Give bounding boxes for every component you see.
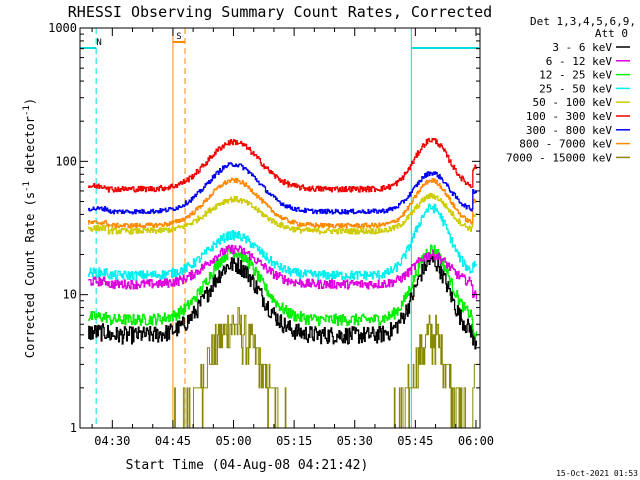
- x-axis-label: Start Time (04-Aug-08 04:21:42): [126, 458, 369, 473]
- x-tick-label: 05:45: [397, 434, 433, 448]
- legend-header: Att 0: [595, 27, 628, 40]
- legend-item: 7000 - 15000 keV: [506, 151, 630, 164]
- x-tick-label: 05:15: [276, 434, 312, 448]
- x-tick-label: 05:00: [215, 434, 251, 448]
- y-tick-label: 1: [70, 421, 77, 435]
- x-tick-label: 05:30: [337, 434, 373, 448]
- legend-label: 3 - 6 keV: [552, 41, 612, 54]
- legend-item: 12 - 25 keV: [539, 69, 630, 82]
- series-line-6: [88, 162, 478, 215]
- interval-marker: [410, 28, 480, 428]
- series-line-2: [88, 244, 478, 338]
- chart-title: RHESSI Observing Summary Count Rates, Co…: [68, 3, 492, 21]
- legend-label: 300 - 800 keV: [526, 124, 612, 137]
- legend-item: 6 - 12 keV: [546, 55, 630, 68]
- legend-label: 12 - 25 keV: [539, 69, 612, 82]
- legend-item: 25 - 50 keV: [539, 82, 630, 95]
- y-tick-label: 100: [55, 154, 77, 168]
- x-tick-label: 06:00: [458, 434, 494, 448]
- interval-label: N: [96, 38, 101, 48]
- axes-layer: 1 10 100 1000 04:30 04:45 05:00 05:15 05:30 05:45…: [48, 21, 494, 448]
- series-line-1: [88, 244, 478, 300]
- legend-item: 800 - 7000 keV: [519, 138, 630, 151]
- legend-item: 50 - 100 keV: [533, 96, 630, 109]
- plot-frame: [79, 27, 481, 429]
- series-line-3: [88, 203, 478, 281]
- legend-item: 100 - 300 keV: [526, 110, 630, 123]
- series-line-4: [88, 192, 478, 235]
- legend-label: 100 - 300 keV: [526, 110, 612, 123]
- series-line-0: [88, 254, 478, 350]
- interval-label: S: [176, 32, 181, 42]
- x-tick-label: 04:45: [155, 434, 191, 448]
- footer-timestamp: 15-Oct-2021 01:53: [556, 469, 638, 478]
- legend-item: 300 - 800 keV: [526, 124, 630, 137]
- plot-layer: NS: [80, 28, 480, 428]
- legend-item: 3 - 6 keV: [552, 41, 630, 54]
- legend-label: 800 - 7000 keV: [519, 138, 612, 151]
- legend-label: 50 - 100 keV: [533, 96, 613, 109]
- y-tick-label: 1000: [48, 21, 77, 35]
- legend-label: 25 - 50 keV: [539, 82, 612, 95]
- legend-label: 6 - 12 keV: [546, 55, 613, 68]
- series-line-8: [88, 307, 477, 428]
- series-line-5: [88, 137, 478, 193]
- y-axis-label: Corrected Count Rate (s-1 detector-1): [22, 98, 37, 358]
- series-line-7: [88, 177, 477, 229]
- legend-label: 7000 - 15000 keV: [506, 151, 612, 164]
- legend-header: Det 1,3,4,5,6,9,: [530, 15, 636, 28]
- y-tick-label: 10: [63, 288, 77, 302]
- series-group: NS: [80, 28, 480, 428]
- x-tick-label: 04:30: [94, 434, 130, 448]
